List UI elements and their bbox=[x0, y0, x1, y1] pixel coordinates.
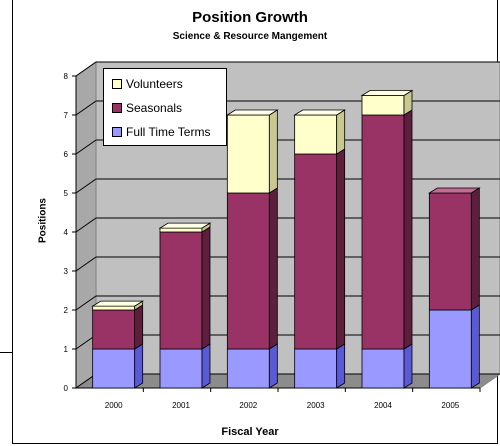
bar-side bbox=[201, 343, 211, 389]
frame-extension-line bbox=[0, 352, 13, 353]
gridline-side bbox=[75, 295, 97, 311]
y-tick-label: 4 bbox=[64, 228, 69, 237]
gridline-side bbox=[75, 139, 97, 155]
legend-item: Full Time Terms bbox=[112, 120, 226, 144]
legend-swatch bbox=[112, 103, 122, 113]
bar-segment bbox=[361, 95, 405, 116]
x-tick-label: 2002 bbox=[239, 401, 257, 410]
x-tick-label: 2001 bbox=[172, 401, 190, 410]
x-tick-label: 2004 bbox=[374, 401, 392, 410]
y-tick-label: 8 bbox=[64, 72, 69, 81]
bar-top bbox=[225, 109, 279, 116]
bar-side bbox=[268, 187, 278, 350]
bar-side bbox=[134, 304, 144, 350]
bar-side bbox=[336, 109, 346, 155]
bar-top bbox=[360, 90, 414, 96]
bar-segment bbox=[294, 114, 338, 155]
bar-side bbox=[336, 343, 346, 389]
gridline-side bbox=[75, 217, 97, 233]
chart-subtitle: Science & Resource Mangement bbox=[172, 31, 328, 42]
legend-label: Seasonals bbox=[126, 101, 183, 115]
y-tick-label: 2 bbox=[64, 306, 69, 315]
x-axis-label: Fiscal Year bbox=[221, 426, 279, 438]
gridline-side bbox=[75, 61, 97, 77]
y-tick-label: 0 bbox=[64, 384, 69, 393]
bar-segment bbox=[159, 227, 203, 233]
bar-side bbox=[268, 343, 278, 389]
bar-side bbox=[268, 109, 278, 194]
x-tick-label: 2003 bbox=[307, 401, 325, 410]
bar-segment bbox=[92, 305, 136, 311]
gridline-side bbox=[75, 100, 97, 116]
bar-side bbox=[134, 343, 144, 389]
y-tick-label: 7 bbox=[64, 111, 69, 120]
bar-side bbox=[470, 187, 480, 311]
bar-side bbox=[403, 109, 413, 350]
bar-side bbox=[336, 148, 346, 350]
bar-top bbox=[293, 109, 347, 116]
y-tick-label: 1 bbox=[64, 345, 69, 354]
x-tick-label: 2000 bbox=[105, 401, 123, 410]
legend: Volunteers Seasonals Full Time Terms bbox=[103, 68, 227, 146]
bar-side bbox=[201, 226, 211, 350]
y-tick-label: 5 bbox=[64, 189, 69, 198]
legend-label: Volunteers bbox=[126, 77, 183, 91]
legend-item: Volunteers bbox=[112, 72, 226, 96]
legend-item: Seasonals bbox=[112, 96, 226, 120]
gridline-side bbox=[75, 178, 97, 194]
bar-top bbox=[158, 222, 212, 229]
bar-segment bbox=[226, 348, 270, 389]
bar-segment bbox=[428, 192, 472, 311]
y-tick-label: 3 bbox=[64, 267, 69, 276]
bar-top bbox=[427, 187, 481, 194]
x-tick-label: 2005 bbox=[441, 401, 459, 410]
bar-side bbox=[403, 343, 413, 389]
legend-swatch bbox=[112, 79, 122, 89]
bar-side bbox=[470, 304, 480, 389]
bar-segment bbox=[361, 114, 405, 350]
bar-segment bbox=[226, 114, 270, 194]
gridline-side bbox=[75, 256, 97, 272]
bar-segment bbox=[226, 192, 270, 350]
bar-segment bbox=[92, 348, 136, 389]
bar-top bbox=[91, 300, 145, 307]
chart-title: Position Growth bbox=[192, 9, 308, 26]
bar-segment bbox=[294, 153, 338, 350]
bar-segment bbox=[159, 231, 203, 350]
bar-segment bbox=[361, 348, 405, 389]
bar-segment bbox=[294, 348, 338, 389]
bar-segment bbox=[92, 309, 136, 350]
bar-segment bbox=[159, 348, 203, 389]
bar-segment bbox=[428, 309, 472, 389]
legend-swatch bbox=[112, 127, 122, 137]
y-tick-label: 6 bbox=[64, 150, 69, 159]
legend-label: Full Time Terms bbox=[126, 125, 211, 139]
